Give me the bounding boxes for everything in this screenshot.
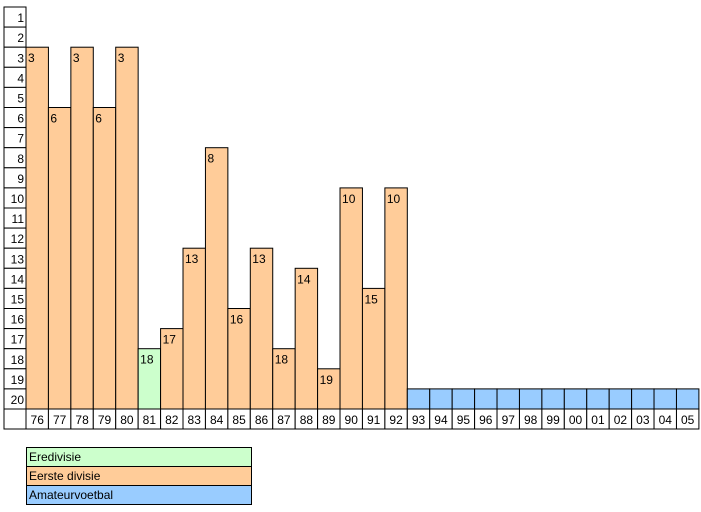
bar-value-label: 10	[342, 192, 356, 206]
bar-78	[70, 46, 94, 410]
x-tick-label: 92	[389, 413, 403, 427]
x-tick-cell	[675, 408, 700, 430]
y-tick-label: 14	[11, 272, 25, 286]
bar-value-label: 13	[252, 252, 266, 266]
bar-05	[675, 388, 700, 410]
y-tick-label: 8	[17, 152, 24, 166]
y-tick-label: 19	[11, 373, 25, 387]
bar-94	[429, 388, 453, 410]
y-tick-label: 5	[17, 92, 24, 106]
x-tick-label: 90	[345, 413, 359, 427]
bar-02	[608, 388, 633, 410]
y-tick-label: 18	[11, 353, 25, 367]
bar-80	[115, 46, 139, 410]
x-tick-label: 86	[255, 413, 269, 427]
corner-cell	[3, 408, 27, 430]
bar-79	[92, 107, 117, 410]
bar-value-label: 6	[50, 112, 57, 126]
x-tick-label: 00	[569, 413, 583, 427]
y-tick-label: 4	[17, 71, 24, 85]
x-tick-label: 77	[53, 413, 67, 427]
y-tick-label: 12	[11, 232, 25, 246]
bar-value-label: 8	[207, 152, 214, 166]
y-tick-label: 2	[17, 31, 24, 45]
y-tick-label: 10	[11, 192, 25, 206]
x-tick-label: 93	[412, 413, 426, 427]
bar-90	[339, 187, 363, 410]
bar-value-label: 6	[95, 112, 102, 126]
bar-value-label: 15	[364, 292, 378, 306]
x-tick-label: 89	[322, 413, 336, 427]
y-tick-label: 6	[17, 112, 24, 126]
bar-value-label: 3	[73, 51, 80, 65]
y-tick-label: 3	[17, 51, 24, 65]
y-tick-label: 20	[11, 393, 25, 407]
bar-value-label: 13	[185, 252, 199, 266]
chart-legend: Eredivisie Eerste divisie Amateurvoetbal	[26, 447, 252, 505]
y-tick-label: 9	[17, 172, 24, 186]
bar-98	[518, 388, 543, 410]
bar-value-label: 14	[297, 272, 311, 286]
legend-item-eredivisie: Eredivisie	[27, 448, 251, 467]
y-tick-label: 13	[11, 252, 25, 266]
legend-item-eerste-divisie: Eerste divisie	[27, 467, 251, 486]
bar-00	[563, 388, 588, 410]
x-tick-label: 91	[367, 413, 381, 427]
bar-01	[586, 388, 610, 410]
x-tick-label: 83	[188, 413, 202, 427]
x-tick-label: 04	[659, 413, 673, 427]
x-tick-label: 96	[479, 413, 493, 427]
y-tick-label: 7	[17, 132, 24, 146]
bar-93	[406, 388, 431, 410]
bar-value-label: 19	[320, 373, 334, 387]
x-tick-label: 79	[98, 413, 112, 427]
bar-value-label: 3	[118, 51, 125, 65]
x-tick-label: 85	[232, 413, 246, 427]
x-tick-label: 03	[636, 413, 650, 427]
position-chart: 1234567891011121314151617181920376677378…	[3, 6, 700, 430]
x-tick-label: 88	[300, 413, 314, 427]
x-tick-label: 05	[681, 413, 695, 427]
bar-value-label: 18	[275, 353, 289, 367]
bar-92	[384, 187, 408, 410]
x-tick-label: 87	[277, 413, 291, 427]
x-tick-label: 01	[591, 413, 605, 427]
bar-88	[294, 267, 319, 410]
x-tick-label: 76	[31, 413, 45, 427]
y-tick-label: 11	[12, 212, 25, 226]
bar-86	[249, 247, 274, 410]
y-tick-label: 15	[11, 293, 25, 307]
y-tick-label: 1	[17, 11, 24, 25]
y-tick-label: 16	[11, 313, 25, 327]
bar-76	[25, 46, 49, 410]
bar-value-label: 18	[140, 353, 154, 367]
x-tick-label: 82	[165, 413, 179, 427]
bar-96	[474, 388, 498, 410]
y-tick-label: 17	[11, 333, 25, 347]
bar-91	[361, 287, 386, 410]
bar-84	[204, 147, 229, 410]
bar-99	[541, 388, 565, 410]
bar-03	[631, 388, 655, 410]
x-tick-label: 94	[434, 413, 448, 427]
x-tick-label: 80	[120, 413, 134, 427]
bar-04	[653, 388, 677, 410]
x-tick-label: 81	[143, 413, 157, 427]
x-tick-label: 78	[75, 413, 89, 427]
bar-97	[496, 388, 520, 410]
x-tick-label: 02	[614, 413, 628, 427]
bar-value-label: 10	[387, 192, 401, 206]
x-tick-label: 97	[502, 413, 516, 427]
bar-value-label: 17	[163, 333, 177, 347]
bar-value-label: 16	[230, 313, 244, 327]
x-tick-label: 98	[524, 413, 538, 427]
legend-item-amateurvoetbal: Amateurvoetbal	[27, 486, 251, 505]
x-tick-label: 99	[546, 413, 560, 427]
bar-83	[182, 247, 206, 410]
x-tick-label: 95	[457, 413, 471, 427]
x-tick-label: 84	[210, 413, 224, 427]
bar-77	[47, 107, 72, 410]
bar-value-label: 3	[28, 51, 35, 65]
bar-95	[451, 388, 476, 410]
